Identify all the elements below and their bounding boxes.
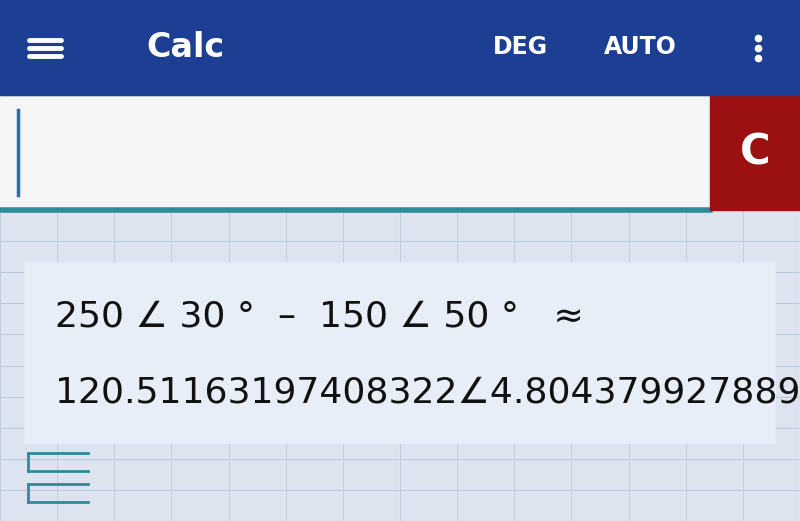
Text: 120.51163197408322∠4.804379927889749°: 120.51163197408322∠4.804379927889749° — [55, 376, 800, 410]
Bar — [0, 95, 800, 210]
Bar — [25, 263, 775, 443]
Text: Calc: Calc — [146, 31, 224, 64]
Bar — [0, 0, 800, 95]
Bar — [710, 95, 800, 210]
Text: C: C — [740, 131, 770, 173]
Text: DEG: DEG — [493, 35, 547, 59]
Text: AUTO: AUTO — [603, 35, 677, 59]
Text: 250 ∠ 30 °  –  150 ∠ 50 °   ≈: 250 ∠ 30 ° – 150 ∠ 50 ° ≈ — [55, 300, 584, 334]
